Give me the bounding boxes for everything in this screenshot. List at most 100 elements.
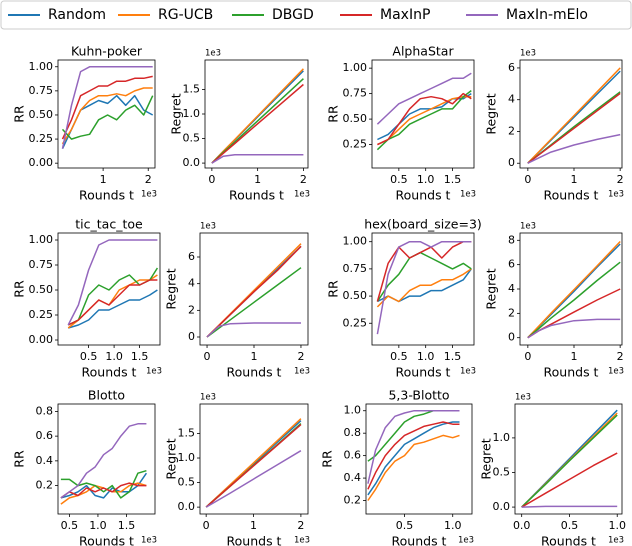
chart-title: Blotto (88, 388, 125, 403)
x-offset-label: 1e3 (460, 367, 476, 377)
x-tick-label: 0.5 (390, 173, 408, 186)
y-axis-label: RR (320, 450, 335, 468)
series-line (376, 240, 472, 335)
y-tick-label: 0.50 (29, 283, 54, 296)
chart-title: hex(board_size=3) (364, 217, 482, 232)
y-tick-label: 0.50 (343, 289, 368, 302)
x-tick-label: 1 (571, 173, 578, 186)
x-tick-label: 0 (203, 519, 210, 532)
x-axis-label: Rounds t (396, 188, 451, 203)
x-tick-label: 0 (208, 173, 215, 186)
x-offset-label: 1e3 (294, 536, 310, 546)
series-line (211, 83, 304, 164)
series-line (376, 72, 472, 125)
y-tick-label: 0 (508, 156, 515, 169)
x-axis-label: Rounds t (396, 365, 451, 380)
y-tick-label: 0.0 (183, 156, 201, 169)
series-line (211, 153, 304, 164)
series-line (367, 409, 460, 484)
x-offset-label: 1e3 (460, 190, 476, 200)
x-axis-label: Rounds t (82, 365, 137, 380)
y-axis-label: Regret (484, 268, 499, 309)
x-tick-label: 1 (571, 350, 578, 363)
y-tick-label: 4 (508, 93, 515, 106)
series-line (521, 452, 618, 508)
x-tick-label: 1.0 (89, 519, 107, 532)
y-tick-label: 0.25 (29, 308, 54, 321)
x-tick-label: 1 (251, 350, 258, 363)
y-tick-label: 1.0 (344, 404, 362, 417)
y-offset-label: 1e3 (515, 393, 531, 403)
y-tick-label: 0.5 (493, 465, 511, 478)
series-line (367, 434, 460, 501)
series-line (527, 133, 621, 164)
y-tick-label: 0.50 (29, 108, 54, 121)
series-line (376, 240, 472, 302)
x-axis-label: Rounds t (544, 365, 599, 380)
y-axis-label: RR (12, 105, 27, 123)
series-line (61, 75, 153, 140)
x-offset-label: 1e3 (294, 190, 310, 200)
y-tick-label: 1.0 (493, 431, 511, 444)
y-tick-label: 1.0 (178, 451, 196, 464)
series-line (377, 92, 472, 146)
x-tick-label: 2 (297, 350, 304, 363)
y-tick-label: 2 (508, 124, 515, 137)
series-line (527, 240, 621, 339)
chart-title: tic_tac_toe (75, 217, 143, 232)
y-axis-label: Regret (169, 93, 184, 134)
y-tick-label: 1.00 (343, 235, 368, 248)
series-line (67, 289, 158, 329)
y-tick-label: 4 (188, 277, 195, 290)
series-line (60, 469, 147, 499)
series-line (376, 251, 472, 302)
series-line (367, 421, 460, 490)
y-tick-label: 0.0 (493, 500, 511, 513)
series-line (376, 90, 472, 151)
y-tick-label: 0.6 (36, 429, 54, 442)
legend-label: MaxInP (380, 7, 430, 23)
x-tick-label: 0 (204, 350, 211, 363)
y-tick-label: 0 (188, 330, 195, 343)
x-axis-label: Rounds t (544, 188, 599, 203)
legend-label: MaxIn-mElo (506, 7, 588, 23)
series-line (205, 418, 302, 508)
y-tick-label: 1.0 (183, 107, 201, 120)
plot-frame (519, 59, 623, 169)
y-tick-label: 1.5 (183, 82, 201, 95)
series-line (521, 505, 618, 508)
y-axis-label: Regret (479, 438, 494, 479)
x-offset-label: 1e3 (146, 367, 162, 377)
y-axis-label: RR (12, 450, 27, 468)
y-tick-label: 0.75 (343, 87, 368, 100)
y-tick-label: 0.5 (178, 476, 196, 489)
y-tick-label: 2 (508, 306, 515, 319)
series-line (61, 66, 153, 149)
series-line (527, 261, 621, 339)
series-line (527, 92, 621, 164)
x-tick-label: 0 (524, 173, 531, 186)
x-tick-label: 1.0 (608, 519, 626, 532)
y-offset-label: 1e3 (200, 393, 216, 403)
x-tick-label: 1.0 (417, 350, 435, 363)
y-tick-label: 0.50 (343, 112, 368, 125)
y-tick-label: 0.00 (29, 333, 54, 346)
chart-title: Kuhn-poker (71, 44, 143, 59)
y-axis-label: RR (326, 105, 341, 123)
x-tick-label: 1.5 (118, 519, 136, 532)
x-tick-label: 2 (145, 173, 152, 186)
x-tick-label: 2 (300, 173, 307, 186)
x-tick-label: 1 (250, 519, 257, 532)
y-offset-label: 1e3 (205, 49, 221, 59)
x-tick-label: 0.5 (61, 519, 79, 532)
y-tick-label: 1.00 (29, 60, 54, 73)
series-line (61, 87, 153, 145)
x-offset-label: 1e3 (608, 367, 624, 377)
series-line (527, 67, 621, 164)
x-tick-label: 0.5 (80, 350, 98, 363)
series-line (67, 239, 158, 326)
x-offset-label: 1e3 (608, 190, 624, 200)
series-line (527, 318, 621, 339)
y-axis-label: RR (326, 280, 341, 298)
x-offset-label: 1e3 (141, 190, 157, 200)
